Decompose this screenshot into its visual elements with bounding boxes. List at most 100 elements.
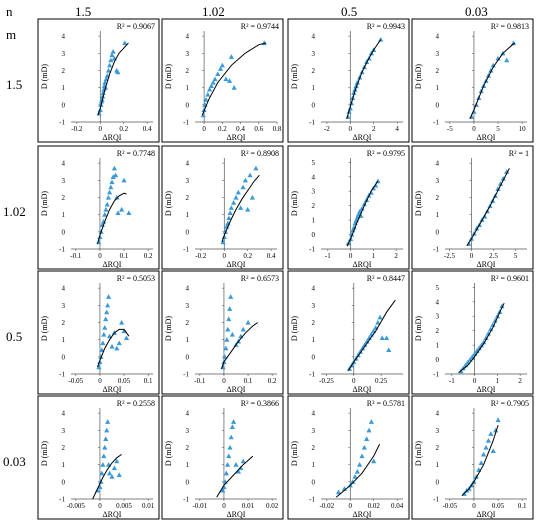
x-tick-label: 1 (496, 377, 500, 385)
panel-frame (287, 395, 410, 520)
data-point (228, 205, 234, 210)
data-point (227, 444, 233, 450)
data-point (109, 179, 115, 185)
r-squared-label: R² = 0.9795 (367, 149, 405, 158)
plot-panel-7: -1 0 1 2 -1 0 1 2 3 4 5 ΔRQI D (mD) R² = 0.9795 (287, 145, 410, 270)
x-axis-title: ΔRQI (103, 260, 122, 269)
data-point (352, 474, 358, 479)
y-tick-label: 1 (436, 211, 440, 219)
y-axis-title: D (mD) (290, 316, 299, 341)
y-tick-label: 4 (436, 410, 440, 418)
data-point (106, 189, 113, 195)
y-tick-label: 1 (186, 84, 190, 92)
y-axis-title: D (mD) (414, 441, 423, 466)
data-point (242, 177, 248, 183)
x-tick-label: 2.5 (489, 252, 498, 260)
data-point (222, 354, 228, 359)
fit-curve (335, 443, 381, 498)
data-point (110, 174, 116, 179)
data-point (384, 335, 390, 341)
x-axis-title: ΔRQI (227, 133, 246, 142)
data-point (368, 419, 374, 424)
x-tick-label: 0.2 (268, 377, 277, 385)
data-point (105, 194, 111, 200)
x-tick-label: 0 (222, 377, 226, 385)
data-point (485, 330, 491, 336)
data-point (492, 317, 498, 323)
data-point (231, 85, 237, 90)
data-point (359, 205, 365, 211)
panel-frame (411, 395, 534, 520)
fit-curve (347, 299, 396, 371)
fit-curve (458, 302, 505, 373)
x-tick-label: 0.2 (144, 252, 153, 260)
y-tick-label: 0 (186, 228, 190, 236)
y-tick-label: 0 (62, 478, 66, 486)
data-point (238, 205, 244, 210)
data-point (233, 462, 239, 467)
x-tick-label: 10 (519, 125, 527, 133)
y-tick-label: 0 (62, 228, 66, 236)
data-point (478, 460, 484, 466)
fit-curve (92, 453, 122, 500)
m-value-3: 0.5 (6, 329, 23, 344)
data-point (110, 49, 116, 54)
r-squared-label: R² = 0.2558 (117, 399, 155, 408)
data-point (364, 436, 370, 441)
x-tick-label: -0.02 (320, 502, 335, 510)
panel-frame (161, 395, 284, 520)
n-value-3: 0.5 (341, 4, 358, 19)
x-tick-label: 0.02 (368, 502, 381, 510)
plot-panel-5: -0.1 0 0.1 0.2 -1 0 1 2 3 4 ΔRQI D (mD) R² = 0.7748 (37, 145, 160, 270)
y-tick-label: 1 (62, 461, 66, 469)
x-tick-label: 0 (98, 252, 102, 260)
plot-panel-11: -0.25 0 0.25 -1 0 1 2 3 4 ΔRQI D (mD) R² = 0.8447 (287, 270, 410, 395)
data-point (362, 342, 368, 347)
y-tick-label: 0 (62, 353, 66, 361)
y-tick-label: 2 (186, 67, 190, 75)
data-point (224, 462, 231, 467)
x-tick-label: 0.1 (144, 377, 153, 385)
y-tick-label: 0 (186, 101, 190, 109)
data-point (206, 86, 213, 92)
data-point (357, 462, 363, 467)
y-tick-label: -1 (433, 119, 439, 127)
plot-panel-12: -1 0 1 2 -1 0 1 2 3 4 5 ΔRQI D (mD) R² = 0.9601 (411, 270, 534, 395)
y-tick-label: 2 (186, 319, 190, 327)
data-point (495, 417, 501, 423)
y-tick-label: 4 (312, 33, 316, 41)
x-tick-label: 0.1 (518, 502, 527, 510)
data-point (215, 71, 221, 77)
data-point (240, 184, 246, 190)
data-point (481, 339, 487, 345)
y-axis-title: D (mD) (40, 441, 49, 466)
y-tick-label: 3 (62, 427, 66, 435)
data-point (495, 186, 501, 191)
x-tick-label: 0 (223, 252, 227, 260)
data-point (119, 206, 125, 212)
x-axis-title: ΔRQI (477, 385, 496, 394)
data-point (104, 201, 110, 207)
x-tick-label: -0.25 (319, 377, 334, 385)
data-point (483, 444, 489, 450)
r-squared-label: R² = 1 (509, 149, 529, 158)
y-tick-label: 0 (62, 101, 66, 109)
data-point (220, 239, 226, 245)
x-tick-label: 0 (472, 125, 476, 133)
y-tick-label: 3 (436, 427, 440, 435)
data-point (504, 57, 510, 63)
y-tick-label: 4 (186, 410, 190, 418)
y-tick-label: 4 (186, 33, 190, 41)
data-point (359, 345, 366, 351)
y-axis-title: D (mD) (164, 191, 173, 216)
fit-curve (221, 174, 260, 243)
r-squared-label: R² = 0.9744 (241, 22, 279, 31)
x-tick-label: 0 (349, 125, 353, 133)
r-squared-label: R² = 0.9601 (491, 274, 529, 283)
y-tick-label: 2 (62, 194, 66, 202)
x-tick-label: 0.01 (142, 502, 155, 510)
x-axis-title: ΔRQI (477, 510, 496, 519)
data-point (114, 194, 120, 200)
y-tick-label: 1 (312, 461, 316, 469)
x-tick-label: 0.2 (243, 252, 252, 260)
